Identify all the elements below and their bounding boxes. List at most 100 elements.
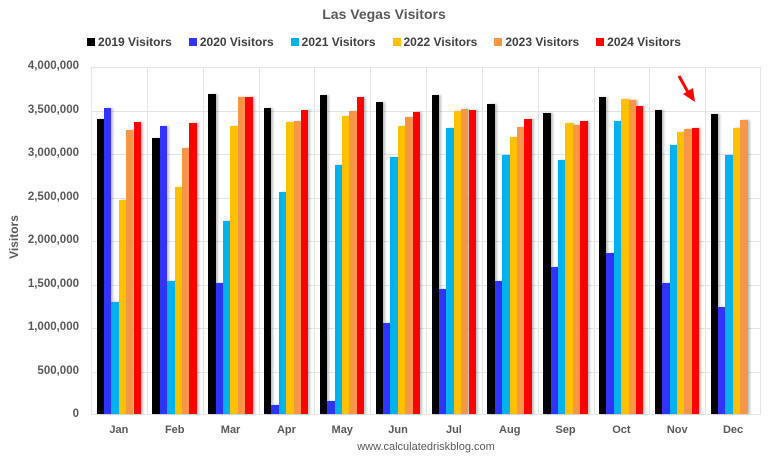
bar xyxy=(159,125,168,414)
chart-title: Las Vegas Visitors xyxy=(322,6,446,22)
bar xyxy=(606,253,614,414)
bar xyxy=(152,138,160,414)
bar xyxy=(628,100,636,414)
bar xyxy=(502,154,510,414)
bar xyxy=(461,108,469,414)
legend-label: 2020 Visitors xyxy=(199,35,274,49)
y-tick-label: 2,000,000 xyxy=(27,234,79,246)
bar xyxy=(230,125,238,414)
bar xyxy=(174,187,182,414)
y-tick-label: 2,500,000 xyxy=(27,190,79,203)
bar xyxy=(356,97,365,414)
bar xyxy=(725,154,733,414)
bar xyxy=(111,302,119,414)
legend-label: 2024 Visitors xyxy=(607,35,681,49)
bar xyxy=(431,94,439,414)
annotation-arrow-icon xyxy=(677,75,695,102)
bar xyxy=(189,122,197,414)
bar xyxy=(732,127,741,414)
bar xyxy=(390,157,398,414)
x-tick-label: Dec xyxy=(722,424,744,436)
gridline-vertical xyxy=(593,68,595,414)
bar xyxy=(118,200,127,414)
bar xyxy=(446,127,454,414)
bar xyxy=(293,120,301,414)
bar xyxy=(96,119,104,414)
y-tick-label: 1,500,000 xyxy=(27,277,79,290)
legend-swatch xyxy=(290,38,299,46)
plot-area xyxy=(91,67,761,415)
bar xyxy=(327,401,335,414)
bar xyxy=(662,283,670,414)
bar xyxy=(264,107,272,414)
x-tick-label: May xyxy=(331,424,353,436)
bar xyxy=(487,104,495,414)
bar xyxy=(710,113,719,414)
legend-item: 2023 Visitors xyxy=(494,35,579,49)
legend-swatch xyxy=(392,38,401,46)
bar xyxy=(524,119,532,414)
bar xyxy=(438,289,447,414)
legend-item: 2020 Visitors xyxy=(188,35,274,49)
y-tick-label: 3,500,000 xyxy=(27,103,79,116)
bar xyxy=(342,115,350,414)
x-tick-label: Jul xyxy=(445,424,462,436)
gridline-vertical xyxy=(649,68,651,414)
legend-swatch xyxy=(87,38,96,46)
bar xyxy=(453,111,462,414)
bar xyxy=(654,110,663,414)
source-credit: www.calculatedriskblog.com xyxy=(357,441,495,453)
x-tick-label: Jan xyxy=(109,424,129,436)
legend-item: 2022 Visitors xyxy=(392,35,477,49)
bar xyxy=(271,405,279,414)
y-tick-label: 500,000 xyxy=(37,364,79,377)
x-tick-label: Apr xyxy=(276,424,296,436)
bar xyxy=(319,94,328,414)
bar xyxy=(126,130,134,414)
gridline-vertical xyxy=(370,68,372,414)
gridline-vertical xyxy=(481,68,483,414)
legend-item: 2021 Visitors xyxy=(290,35,376,49)
bar xyxy=(543,112,551,414)
x-tick-label: Nov xyxy=(666,424,688,436)
bar xyxy=(245,96,253,414)
bar xyxy=(740,119,748,414)
bar xyxy=(215,282,223,414)
gridline-vertical xyxy=(426,68,427,414)
bar xyxy=(222,221,231,414)
gridline-vertical xyxy=(705,68,707,414)
x-tick-label: Jun xyxy=(388,424,408,436)
bar xyxy=(677,132,685,414)
bar xyxy=(557,159,566,414)
y-tick-label: 4,000,000 xyxy=(27,60,79,72)
bar xyxy=(181,147,190,414)
legend-swatch xyxy=(494,38,503,46)
bar xyxy=(103,107,112,414)
bar xyxy=(334,164,343,414)
bar xyxy=(599,96,607,414)
x-tick-label: Feb xyxy=(164,424,185,436)
chart-legend: 2019 Visitors 2020 Visitors 2021 Visitors 2… xyxy=(0,35,768,49)
bar xyxy=(278,191,287,414)
bar xyxy=(349,111,357,414)
gridline-vertical xyxy=(258,68,260,414)
bar xyxy=(669,145,678,414)
bar xyxy=(494,280,503,414)
bar xyxy=(286,121,294,414)
bar xyxy=(718,306,726,414)
bar xyxy=(301,110,309,414)
bar xyxy=(636,106,644,414)
bar xyxy=(550,266,558,414)
legend-item: 2019 Visitors xyxy=(87,35,172,49)
bar xyxy=(133,121,141,414)
bar xyxy=(684,128,692,414)
bar xyxy=(613,120,622,414)
legend-swatch xyxy=(188,38,197,46)
y-tick-label: 1,000,000 xyxy=(27,321,79,333)
gridline-vertical xyxy=(314,68,316,414)
x-tick-label: Sep xyxy=(555,424,576,436)
gridline-vertical xyxy=(146,68,148,414)
bar xyxy=(621,99,629,414)
bar xyxy=(516,126,525,414)
legend-item: 2024 Visitors xyxy=(596,35,681,49)
